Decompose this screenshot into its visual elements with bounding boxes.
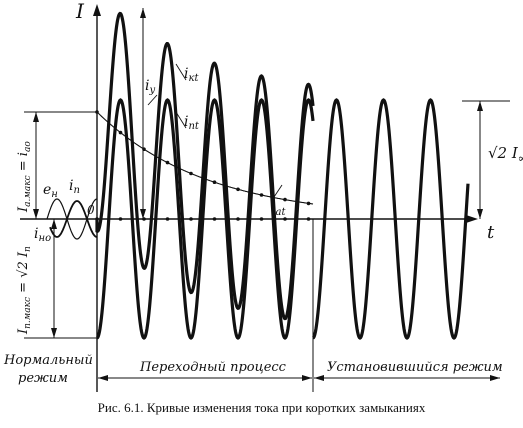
normal-mode-current-curve [49,200,98,238]
aperiodic-dim-arrow-top [33,112,39,122]
periodic-dim-arrow-bottom [51,328,57,338]
curve-marker [283,197,287,202]
label-e-n: eн [43,182,58,200]
periodic-current-curve [96,98,315,340]
steady-dim-arrow-bottom [477,209,483,219]
aperiodic-dim-arrow-bottom [33,209,39,219]
figure-caption: Рис. 6.1. Кривые изменения тока при коро… [97,400,426,415]
label-i-nt: int [184,114,200,132]
curve-marker [118,217,123,221]
steady-arrow-left [314,375,324,381]
label-i-kt: iкt [184,66,199,84]
label-periodic-max: Iп.макс = √2 Iп [16,246,33,335]
region-normal-line1: Нормальный [3,353,93,368]
curve-marker [259,217,264,221]
curve-marker [165,160,170,165]
region-transient-label: Переходный процесс [139,360,287,375]
transient-arrow-right [302,375,312,381]
origin-label: 0 [87,203,95,217]
steady-state-current-curve [312,98,470,340]
label-steady-amplitude: √2 I∞ [488,144,523,165]
label-i-no: iно [34,226,51,244]
steady-dim-arrow-top [477,101,483,111]
emf-curve [46,198,98,240]
curve-marker [189,217,193,221]
time-axis-arrow [466,215,478,223]
steady-arrow-right [490,375,500,381]
leader-i-at [271,184,283,201]
region-normal-line2: режим [18,371,68,386]
curve-marker [165,217,170,221]
curve-marker [306,201,311,206]
curve-marker [283,217,287,221]
leader-i-kt [175,63,187,81]
region-steady-label: Установившийся режим [327,360,503,375]
curve-marker [306,217,311,221]
transient-arrow-left [98,375,108,381]
current-axis-arrow [93,4,101,16]
shock-dim-arrow-top [140,8,146,18]
curve-marker [236,217,240,221]
label-aperiodic-max: Iа.макс = iао [16,141,33,213]
curve-marker [118,130,123,135]
aperiodic-component-curve [96,111,314,205]
label-i-n: in [69,178,80,196]
leader-i-y [147,94,158,106]
axis-time-label: t [487,222,495,243]
curve-marker [259,193,264,197]
periodic-dim-arrow-top [51,219,57,229]
curve-intersection-markers [95,110,311,221]
curve-marker [189,171,193,176]
label-i-at: iat [271,200,286,218]
axis-current-label: I [75,0,85,23]
curve-marker [212,217,217,221]
curve-marker [212,180,217,184]
shock-dim-arrow-bottom [140,209,146,219]
curve-marker [236,187,240,192]
leader-i-nt [175,111,187,129]
label-i-y: iy [145,78,155,96]
